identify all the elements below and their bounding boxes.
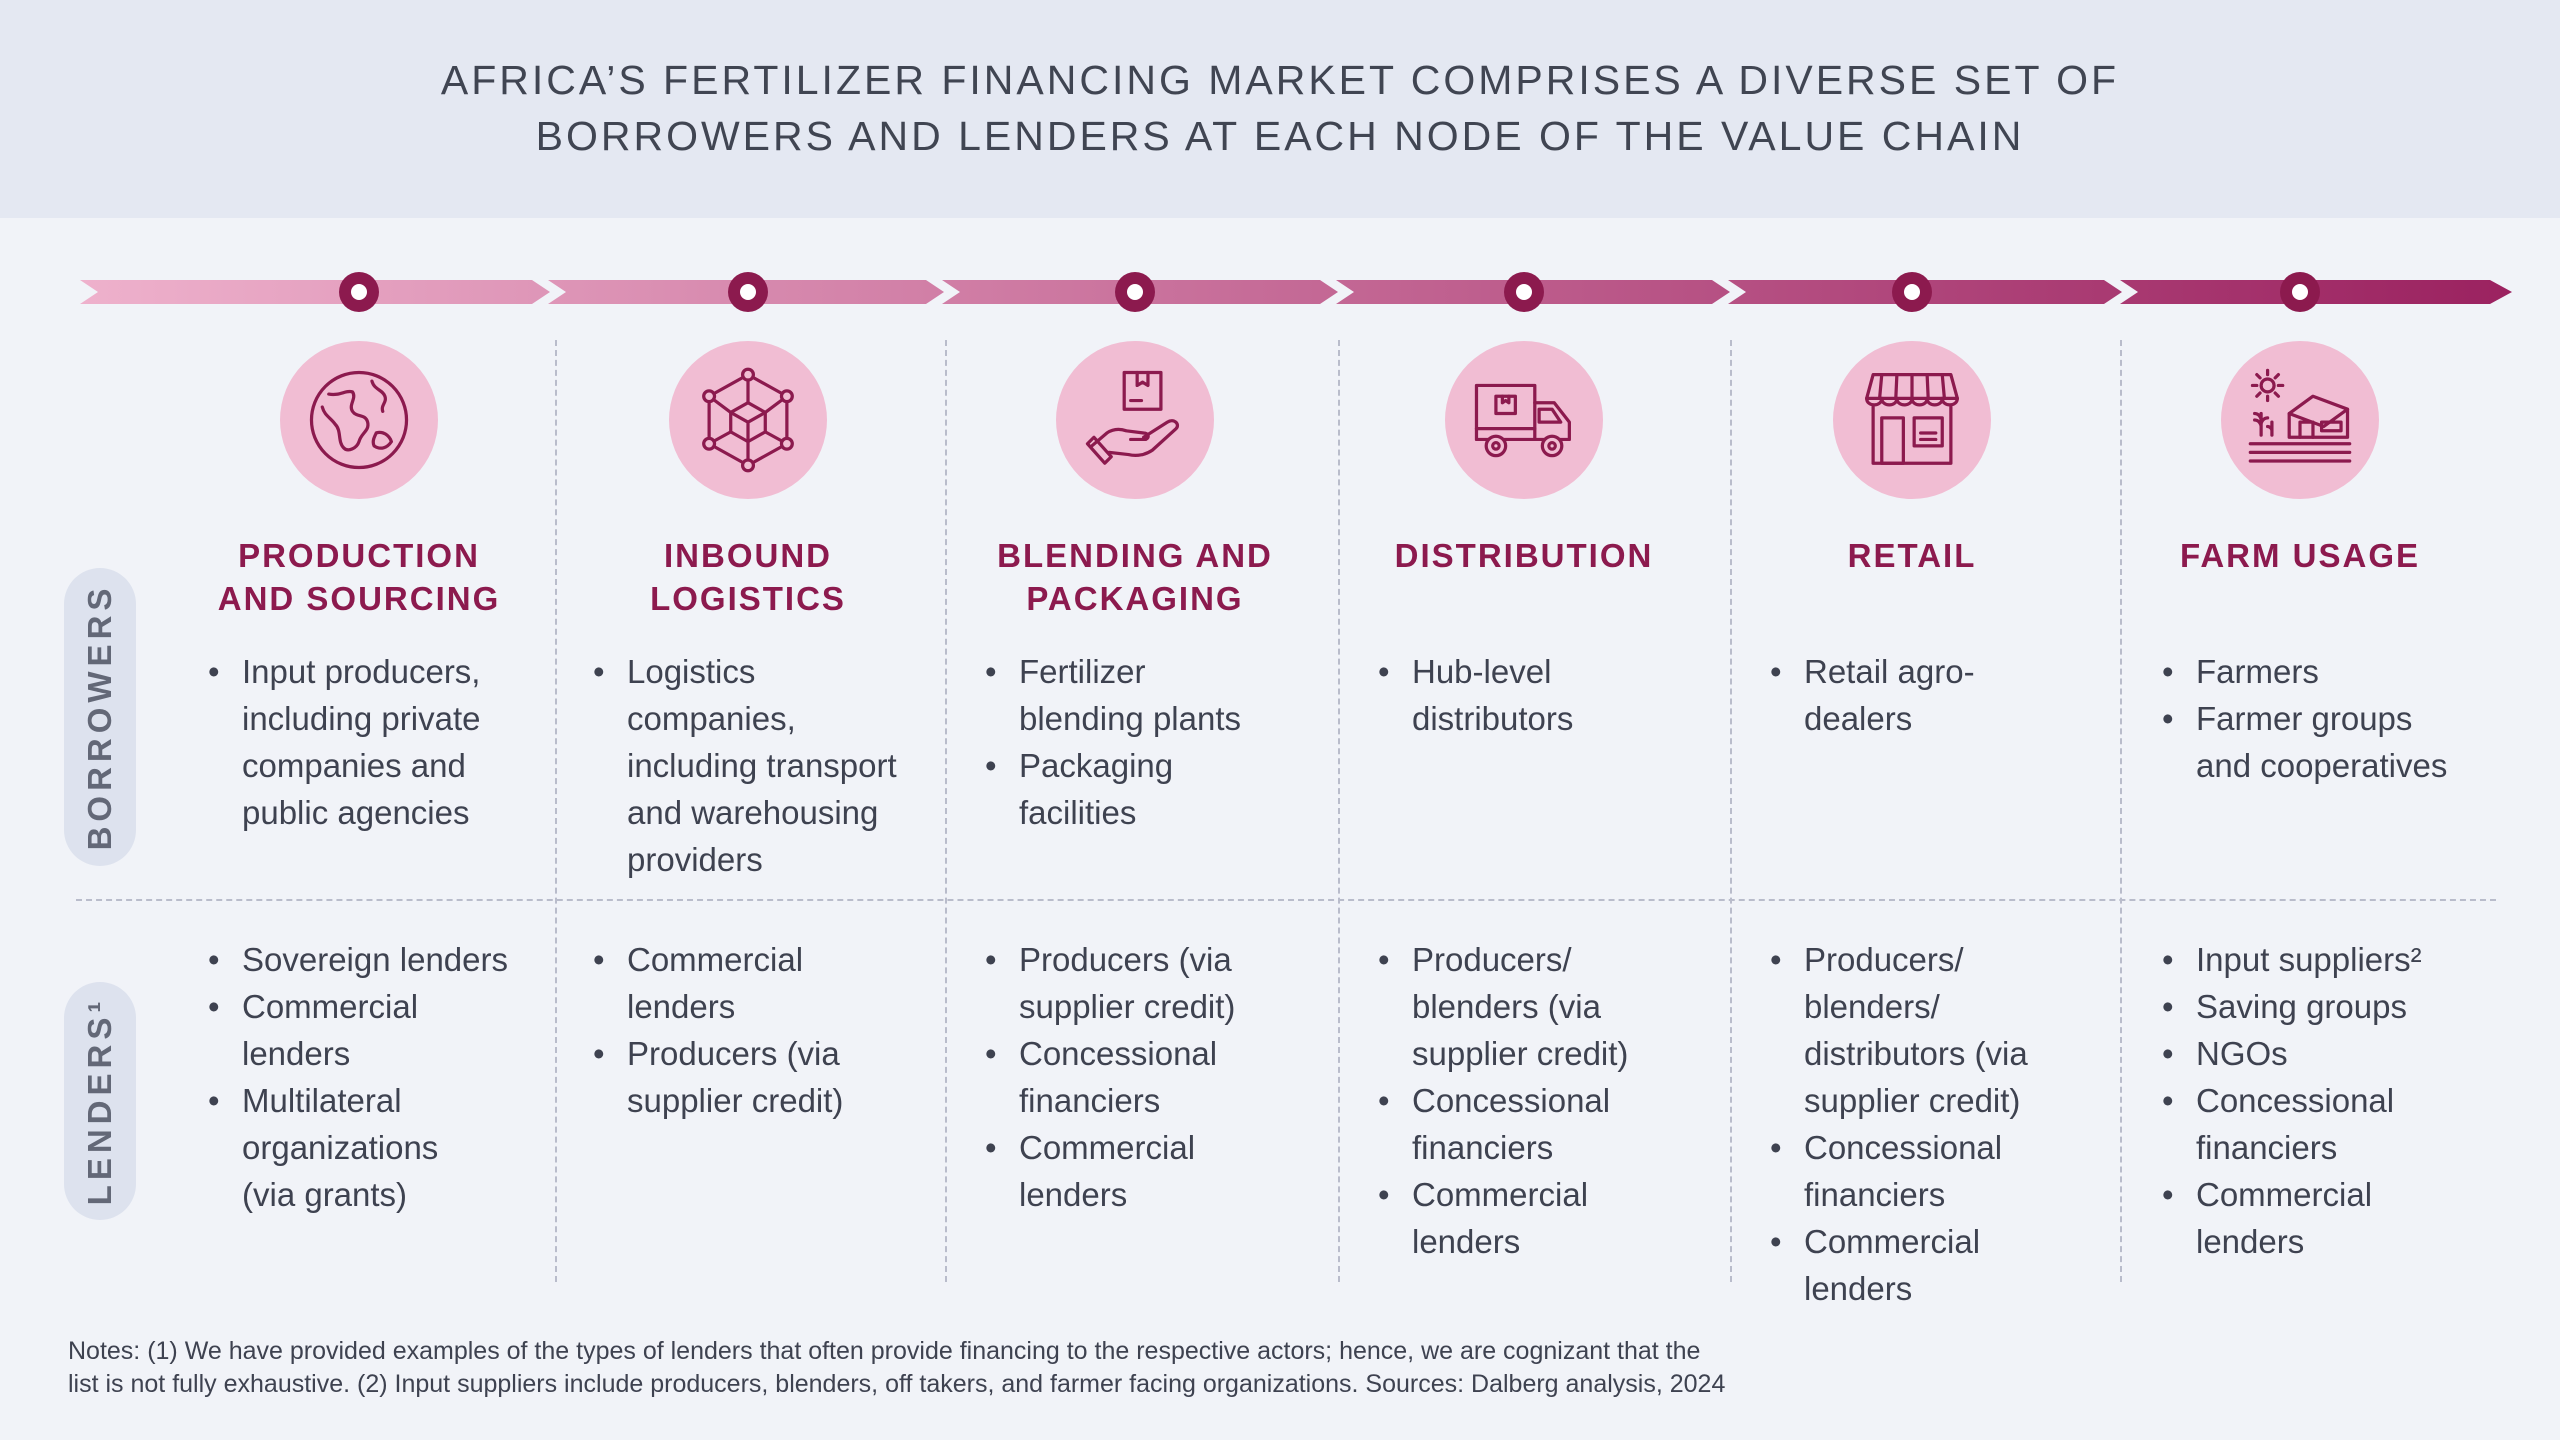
network-cube-icon [669,341,827,499]
stage-title: INBOUND LOGISTICS [568,534,928,620]
lenders-list: Input suppliers²Saving groupsNGOsConcess… [2162,936,2422,1265]
column-divider [2120,340,2122,1282]
chain-node-center [351,284,367,300]
lenders-list: Producers (via supplier credit)Concessio… [985,936,1235,1218]
globe-icon [280,341,438,499]
borrowers-list: Input producers, including private compa… [208,648,480,836]
chain-node-center [1904,284,1920,300]
lenders-item: Commercial lenders [208,983,508,1077]
lenders-item: Producers/ blenders/ distributors (via s… [1770,936,2028,1124]
chain-segment [1728,280,2122,304]
column-divider [1338,340,1340,1282]
title-line-1: AFRICA’S FERTILIZER FINANCING MARKET COM… [440,57,2120,103]
chain-node [339,272,379,312]
borrowers-item: Farmers [2162,648,2447,695]
title-line-2: BORROWERS AND LENDERS AT EACH NODE OF TH… [535,113,2025,159]
chain-segment [548,280,944,304]
stage-title: BLENDING AND PACKAGING [955,534,1315,620]
hand-package-icon [1056,341,1214,499]
lenders-item: Sovereign lenders [208,936,508,983]
chain-node-center [2292,284,2308,300]
chain-segment [2120,280,2512,304]
borrowers-item: Farmer groups and cooperatives [2162,695,2447,789]
borrowers-item: Input producers, including private compa… [208,648,480,836]
lenders-item: Commercial lenders [1770,1218,2028,1312]
borrowers-item: Fertilizer blending plants [985,648,1241,742]
chain-node [1892,272,1932,312]
footnote-line-2: list is not fully exhaustive. (2) Input … [68,1370,1726,1398]
stage-title-line: PRODUCTION [238,537,480,574]
borrowers-item: Retail agro- dealers [1770,648,1975,742]
borrowers-row-label: BORROWERS [81,583,118,851]
borrowers-row-tag [64,568,136,866]
stage-title-line: PACKAGING [1026,580,1244,617]
stage-title-line: FARM USAGE [2179,537,2420,574]
stage-title-line: AND SOURCING [217,580,501,617]
lenders-item: NGOs [2162,1030,2422,1077]
lenders-item: Saving groups [2162,983,2422,1030]
lenders-row-tag [64,982,136,1220]
row-divider [76,899,2496,901]
chain-node [728,272,768,312]
lenders-item: Concessional financiers [985,1030,1235,1124]
lenders-item: Concessional financiers [2162,1077,2422,1171]
lenders-item: Commercial lenders [593,936,843,1030]
footnotes: Notes: (1) We have provided examples of … [68,1335,1928,1401]
lenders-item: Commercial lenders [1378,1171,1628,1265]
stage-title-line: LOGISTICS [650,580,846,617]
chain-node-center [740,284,756,300]
lenders-list: Producers/ blenders/ distributors (via s… [1770,936,2028,1312]
borrowers-list: Hub-level distributors [1378,648,1573,742]
lenders-item: Input suppliers² [2162,936,2422,983]
chain-node-center [1516,284,1532,300]
storefront-icon [1833,341,1991,499]
lenders-list: Sovereign lendersCommercial lendersMulti… [208,936,508,1218]
header-band [0,0,2560,218]
borrowers-list: FarmersFarmer groups and cooperatives [2162,648,2447,789]
lenders-row-label: LENDERS¹ [81,996,118,1206]
column-divider [555,340,557,1282]
lenders-item: Commercial lenders [985,1124,1235,1218]
chain-node [2280,272,2320,312]
chain-segment [1336,280,1730,304]
chain-segment [80,280,550,304]
borrowers-list: Fertilizer blending plantsPackaging faci… [985,648,1241,836]
borrowers-item: Packaging facilities [985,742,1241,836]
stage-title-line: BLENDING AND [997,537,1273,574]
chain-node-center [1127,284,1143,300]
borrowers-list: Logistics companies, including transport… [593,648,897,883]
lenders-item: Producers (via supplier credit) [593,1030,843,1124]
lenders-item: Commercial lenders [2162,1171,2422,1265]
stage-title: DISTRIBUTION [1344,534,1704,577]
borrowers-item: Hub-level distributors [1378,648,1573,742]
borrowers-item: Logistics companies, including transport… [593,648,897,883]
lenders-item: Multilateral organizations (via grants) [208,1077,508,1218]
stage-title: RETAIL [1732,534,2092,577]
column-divider [945,340,947,1282]
lenders-item: Producers/ blenders (via supplier credit… [1378,936,1628,1077]
lenders-list: Producers/ blenders (via supplier credit… [1378,936,1628,1265]
delivery-truck-icon [1445,341,1603,499]
lenders-item: Producers (via supplier credit) [985,936,1235,1030]
chain-node [1115,272,1155,312]
column-divider [1730,340,1732,1282]
chain-segment [942,280,1338,304]
stage-title-line: DISTRIBUTION [1394,537,1654,574]
page-title: AFRICA’S FERTILIZER FINANCING MARKET COM… [0,52,2560,164]
stage-title-line: RETAIL [1847,537,1977,574]
lenders-item: Concessional financiers [1378,1077,1628,1171]
farmhouse-icon [2221,341,2379,499]
lenders-list: Commercial lendersProducers (via supplie… [593,936,843,1124]
footnote-line-1: Notes: (1) We have provided examples of … [68,1337,1701,1365]
stage-title: PRODUCTION AND SOURCING [179,534,539,620]
borrowers-list: Retail agro- dealers [1770,648,1975,742]
chain-node [1504,272,1544,312]
lenders-item: Concessional financiers [1770,1124,2028,1218]
stage-title: FARM USAGE [2120,534,2480,577]
stage-title-line: INBOUND [664,537,832,574]
